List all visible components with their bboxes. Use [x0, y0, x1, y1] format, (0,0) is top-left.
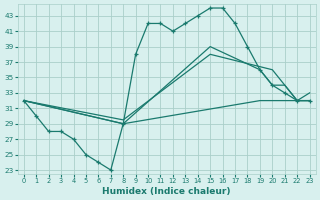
- X-axis label: Humidex (Indice chaleur): Humidex (Indice chaleur): [102, 187, 231, 196]
